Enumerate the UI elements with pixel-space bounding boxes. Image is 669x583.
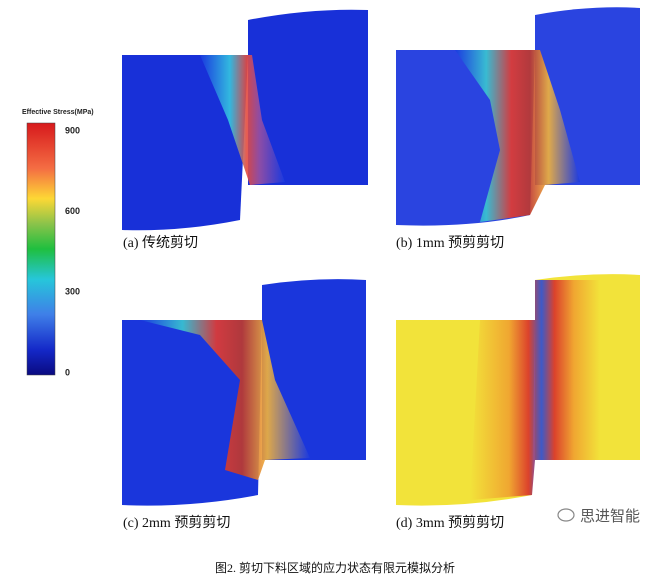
panel-a: (a) 传统剪切 — [122, 9, 368, 251]
colorbar — [26, 122, 56, 376]
watermark-text: 思进智能 — [580, 507, 640, 525]
panel-caption: (c) 2mm 预剪剪切 — [123, 515, 230, 531]
colorbar-tick-label: 0 — [65, 367, 70, 377]
panel-caption: (a) 传统剪切 — [123, 235, 198, 251]
colorbar-tick-label: 600 — [65, 206, 80, 216]
figure-caption: 图2. 剪切下料区域的应力状态有限元模拟分析 — [215, 560, 455, 575]
panel-b: (b) 1mm 预剪剪切 — [396, 7, 640, 251]
panel-caption: (d) 3mm 预剪剪切 — [396, 515, 504, 531]
panel-caption: (b) 1mm 预剪剪切 — [396, 235, 504, 251]
colorbar-tick-label: 300 — [65, 287, 80, 297]
watermark: 思进智能 — [557, 507, 640, 525]
colorbar-tick-label: 900 — [65, 125, 80, 135]
panel-c: (c) 2mm 预剪剪切 — [122, 279, 366, 531]
colorbar-title: Effective Stress(MPa) — [22, 109, 94, 116]
colorbar-ticks: 900 600 300 0 — [65, 125, 80, 377]
panel-d: (d) 3mm 预剪剪切 — [396, 274, 640, 531]
